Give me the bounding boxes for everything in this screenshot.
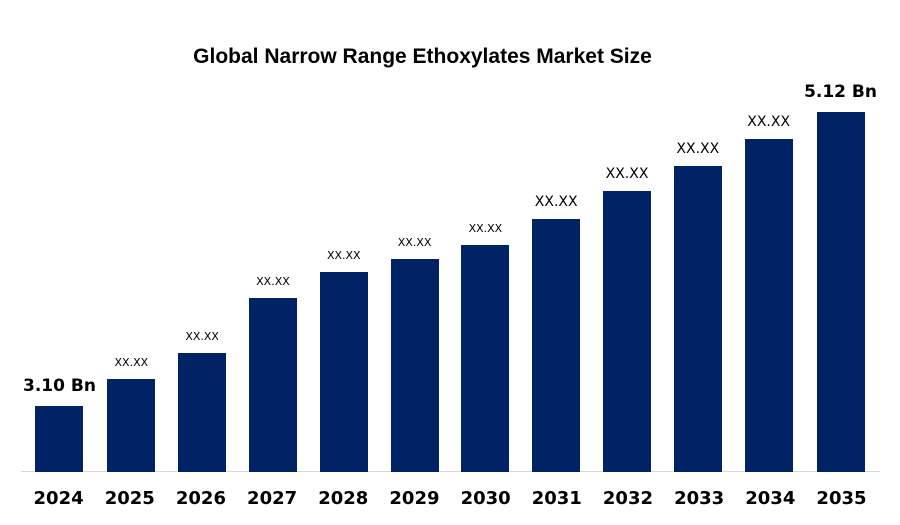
bar-value-label: XX.XX [468, 222, 503, 236]
bar-group: XX.XX [379, 237, 450, 472]
x-axis-label: 2034 [745, 488, 796, 509]
x-axis-label: 2030 [460, 488, 511, 509]
chart-title: Global Narrow Range Ethoxylates Market S… [193, 45, 652, 68]
bar-group: XX.XX [733, 114, 804, 472]
bar-group: XX.XX [96, 357, 167, 472]
bar-group: XX.XX [450, 223, 521, 472]
bar [35, 406, 84, 472]
bar [390, 259, 439, 472]
bar [816, 112, 865, 472]
bar [603, 191, 652, 472]
bar-group: 5.12 Bn [804, 83, 877, 472]
x-axis-label: 2031 [531, 488, 582, 509]
bar [673, 166, 722, 472]
bars-container: 3.10 Bn XX.XX XX.XX XX.XX XX.XX XX.XX XX.XX XX.… [23, 83, 877, 472]
plot-area: 3.10 Bn XX.XX XX.XX XX.XX XX.XX XX.XX XX.XX XX.… [21, 0, 880, 525]
x-axis-label: 2025 [104, 488, 155, 509]
x-axis-label: 2033 [674, 488, 725, 509]
bar-value-label: XX.XX [326, 249, 361, 263]
bar-value-label: XX.XX [605, 165, 649, 182]
bar-value-label: XX.XX [747, 113, 791, 130]
bar-group: XX.XX [308, 250, 379, 472]
bar-value-label: XX.XX [397, 236, 432, 250]
bar-value-label: XX.XX [676, 140, 720, 157]
x-axis-labels: 2024 2025 2026 2027 2028 2029 2030 2031 2032 2033… [23, 489, 877, 508]
bar-value-label: XX.XX [256, 275, 290, 289]
bar-group: XX.XX [238, 276, 309, 472]
bar-value-label: 5.12 Bn [804, 82, 877, 103]
bar-group: XX.XX [167, 331, 238, 472]
bar [744, 139, 793, 472]
x-axis-label: 2035 [816, 488, 867, 509]
bar-group: XX.XX [662, 141, 733, 472]
bar-value-label: XX.XX [534, 193, 578, 210]
x-axis-label: 2028 [318, 488, 369, 509]
bar-group: XX.XX [521, 194, 592, 472]
bar-value-label: 3.10 Bn [23, 376, 96, 397]
bar [248, 298, 297, 472]
bar [107, 379, 156, 472]
bar [319, 272, 368, 472]
bar [178, 353, 227, 472]
x-axis-label: 2029 [389, 488, 440, 509]
x-axis-label: 2026 [175, 488, 226, 509]
bar-value-label: XX.XX [114, 356, 149, 370]
x-axis-line [21, 471, 880, 472]
x-axis-label: 2027 [247, 488, 298, 509]
bar-group: 3.10 Bn [23, 377, 96, 472]
bar [532, 219, 581, 472]
bar-value-label: XX.XX [185, 330, 219, 344]
bar [461, 245, 510, 472]
x-axis-label: 2024 [33, 488, 84, 509]
bar-group: XX.XX [592, 166, 663, 472]
x-axis-label: 2032 [602, 488, 654, 509]
